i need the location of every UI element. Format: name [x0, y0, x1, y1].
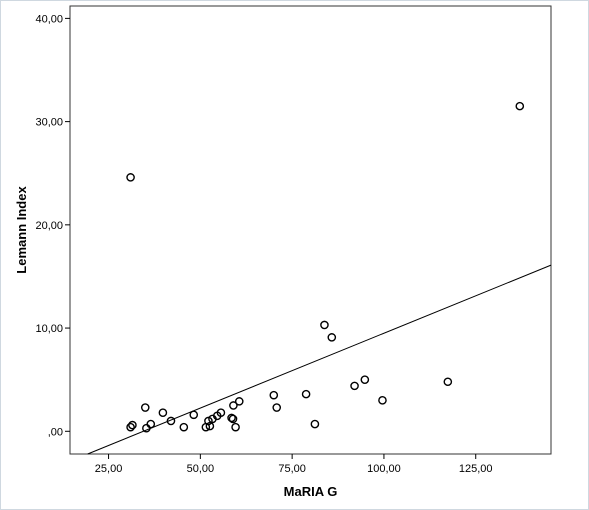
y-axis: ,00 10,00 20,00 30,00 40,00	[35, 13, 70, 438]
y-tick-label: 40,00	[35, 13, 63, 25]
data-point	[272, 403, 282, 412]
data-point	[269, 390, 279, 400]
data-point	[126, 173, 135, 182]
data-point	[310, 419, 320, 429]
data-point	[515, 101, 525, 111]
data-point	[126, 422, 135, 432]
x-axis: 25,00 50,00 75,00 100,00 125,00	[95, 454, 493, 475]
data-point	[320, 320, 329, 330]
data-point	[205, 421, 215, 431]
plot-area	[69, 5, 552, 455]
x-tick-label: 75,00	[278, 463, 306, 475]
data-point	[301, 389, 311, 399]
fit-line-layer	[87, 264, 552, 455]
data-point	[204, 416, 213, 426]
x-tick-label: 100,00	[367, 463, 401, 475]
data-point	[360, 375, 370, 384]
data-point	[231, 422, 240, 432]
data-point	[166, 416, 176, 426]
data-point	[350, 381, 359, 391]
data-point	[140, 403, 150, 412]
data-point	[234, 397, 244, 406]
data-point	[128, 420, 137, 430]
x-tick-label: 25,00	[95, 463, 123, 475]
data-point	[227, 413, 236, 423]
points-layer	[126, 101, 525, 433]
y-tick-label: 30,00	[35, 117, 63, 129]
data-point	[146, 419, 156, 429]
x-tick-label: 125,00	[459, 463, 493, 475]
data-point	[158, 408, 168, 418]
y-axis-title: Lemann Index	[14, 186, 29, 274]
data-point	[216, 408, 226, 418]
data-point	[189, 410, 199, 420]
data-point	[228, 414, 238, 424]
fit-line	[87, 264, 552, 455]
data-point	[443, 377, 453, 387]
data-point	[179, 422, 189, 432]
data-point	[378, 396, 387, 405]
data-point	[327, 333, 337, 342]
y-tick-label: 10,00	[35, 323, 63, 335]
y-tick-label: 20,00	[35, 220, 63, 232]
x-axis-title: MaRIA G	[284, 484, 338, 499]
x-tick-label: 50,00	[187, 463, 215, 475]
data-point	[229, 401, 238, 410]
y-tick-label: ,00	[48, 426, 63, 438]
